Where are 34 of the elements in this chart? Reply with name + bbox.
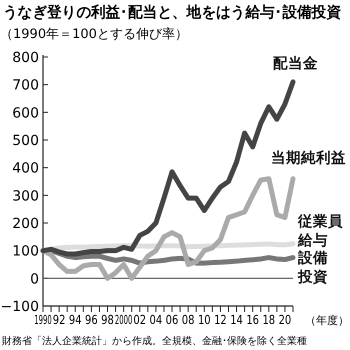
ytick: 100 [12, 244, 39, 260]
ytick: 300 [12, 188, 39, 204]
ytick: −100 [0, 299, 39, 315]
x-tick-label: 18 [262, 312, 276, 328]
x-tick-label: 16 [246, 312, 260, 328]
series-label: 従業員給与 [298, 214, 343, 249]
ytick: 500 [12, 133, 39, 149]
chart-subtitle: （1990年＝100とする伸び率） [0, 26, 188, 42]
x-tick-label: 14 [230, 312, 243, 328]
x-tick-label: 04 [150, 312, 162, 328]
x-tick-label: 20 [278, 312, 292, 328]
series-label: 当期純利益 [271, 150, 346, 167]
x-tick-label: 1990 [34, 314, 52, 328]
x-tick-label: 98 [101, 312, 114, 328]
text: 財務省「法人企業統計」から作成。全規模、金融･保険を除く全業種 [2, 335, 307, 347]
series-label: 配当金 [273, 56, 318, 72]
x-tick-label: 08 [182, 312, 195, 328]
ytick: 200 [12, 216, 39, 232]
x-axis-title: （年度） [305, 314, 349, 327]
ytick: 0 [30, 271, 39, 288]
x-tick-label: 02 [133, 312, 146, 328]
ytick: 600 [12, 105, 39, 122]
series-label: 設備投資 [298, 250, 328, 286]
x-tick-label: 2000 [114, 314, 132, 328]
ytick: 800 [12, 50, 39, 66]
x-tick-label: 06 [166, 312, 178, 328]
chart-title: うなぎ登りの利益･配当と、地をはう給与･設備投資 [3, 3, 349, 21]
x-tick-label: 92 [52, 312, 66, 328]
x-tick-label: 94 [68, 312, 82, 328]
x-tick-label: 96 [85, 312, 98, 328]
x-tick-label: 12 [214, 312, 227, 328]
ytick: 400 [12, 160, 39, 177]
x-tick-label: 10 [198, 312, 211, 328]
ytick: 700 [12, 78, 39, 94]
